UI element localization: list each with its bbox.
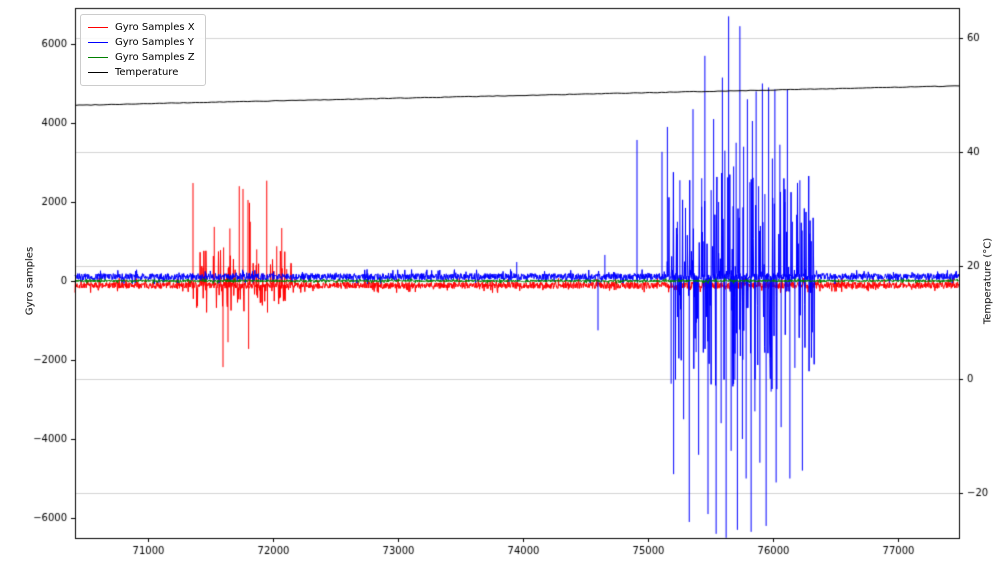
legend-item: Gyro Samples Y xyxy=(88,35,195,50)
legend-label: Gyro Samples Z xyxy=(115,52,195,63)
legend-line-swatch xyxy=(88,42,108,43)
legend-label: Temperature xyxy=(115,67,179,78)
legend-line-swatch xyxy=(88,72,108,73)
legend-item: Gyro Samples X xyxy=(88,20,195,35)
legend-item: Temperature xyxy=(88,65,195,80)
y-axis-label-left: Gyro samples xyxy=(24,246,36,316)
y-axis-label-right: Temperature (°C) xyxy=(982,237,994,325)
legend-item: Gyro Samples Z xyxy=(88,50,195,65)
legend-label: Gyro Samples X xyxy=(115,22,195,33)
legend-line-swatch xyxy=(88,57,108,58)
legend: Gyro Samples X Gyro Samples Y Gyro Samples… xyxy=(80,14,206,86)
legend-line-swatch xyxy=(88,27,108,28)
legend-label: Gyro Samples Y xyxy=(115,37,194,48)
